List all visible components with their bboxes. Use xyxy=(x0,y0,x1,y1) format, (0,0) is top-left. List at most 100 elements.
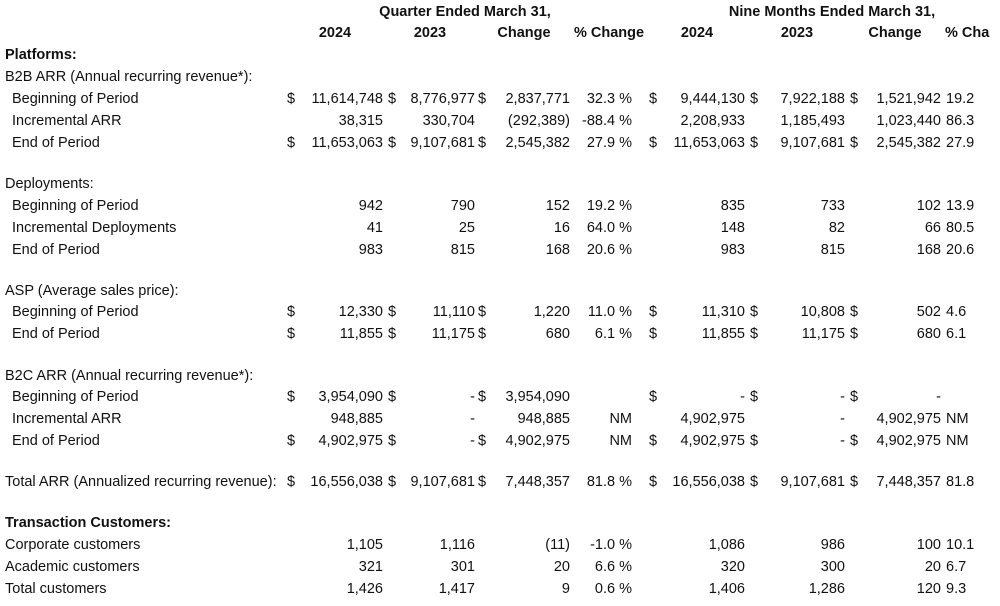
cell-value: 11,175 xyxy=(802,326,845,342)
cell-value: 11,653,063 xyxy=(674,135,746,151)
cell-value: 38,315 xyxy=(339,113,383,129)
column-header: 2024 xyxy=(319,25,351,41)
cell-value: 790 xyxy=(451,198,475,214)
cell-value: 2,208,933 xyxy=(680,113,745,129)
currency-sign: $ xyxy=(388,326,396,342)
cell-value: 11,110 xyxy=(433,304,475,320)
row-label: End of Period xyxy=(12,433,100,449)
cell-value: 81.8 % xyxy=(587,474,632,490)
column-header: 2024 xyxy=(681,25,713,41)
row-label: ASP (Average sales price): xyxy=(5,283,179,299)
currency-sign: $ xyxy=(750,304,758,320)
currency-sign: $ xyxy=(649,91,657,107)
cell-value: (292,389) xyxy=(508,113,570,129)
currency-sign: $ xyxy=(478,474,486,490)
group-header: Nine Months Ended March 31, xyxy=(729,4,935,20)
currency-sign: $ xyxy=(750,135,758,151)
currency-sign: $ xyxy=(388,91,396,107)
cell-value: 4,902,975 xyxy=(876,411,941,427)
currency-sign: $ xyxy=(478,433,486,449)
cell-value: 11,653,063 xyxy=(312,135,384,151)
cell-value: 942 xyxy=(359,198,383,214)
row-label: Beginning of Period xyxy=(12,91,139,107)
cell-value: 983 xyxy=(359,242,383,258)
cell-value: -88.4 % xyxy=(582,113,632,129)
cell-value: 4.6 xyxy=(946,304,966,320)
cell-value: 11,614,748 xyxy=(312,91,384,107)
cell-value: 25 xyxy=(459,220,475,236)
currency-sign: $ xyxy=(850,135,858,151)
row-label: Incremental Deployments xyxy=(12,220,176,236)
row-label: End of Period xyxy=(12,326,100,342)
currency-sign: $ xyxy=(287,474,295,490)
cell-value: 32.3 % xyxy=(587,91,632,107)
column-header: 2023 xyxy=(414,25,446,41)
cell-value: 300 xyxy=(821,559,845,575)
currency-sign: $ xyxy=(850,91,858,107)
currency-sign: $ xyxy=(388,474,396,490)
currency-sign: $ xyxy=(750,474,758,490)
cell-value: 1,426 xyxy=(347,581,383,597)
cell-value: 64.0 % xyxy=(587,220,632,236)
row-label: Total ARR (Annualized recurring revenue)… xyxy=(5,474,277,490)
currency-sign: $ xyxy=(649,433,657,449)
currency-sign: $ xyxy=(750,389,758,405)
row-label: Total customers xyxy=(5,581,107,597)
cell-value: 9,107,681 xyxy=(410,135,475,151)
cell-value: 2,837,771 xyxy=(505,91,570,107)
cell-value: 102 xyxy=(917,198,941,214)
currency-sign: $ xyxy=(287,304,295,320)
cell-value: 1,521,942 xyxy=(876,91,941,107)
cell-value: 27.9 xyxy=(946,135,974,151)
cell-value: 1,086 xyxy=(709,537,745,553)
cell-value: 680 xyxy=(917,326,941,342)
currency-sign: $ xyxy=(850,474,858,490)
cell-value: 1,023,440 xyxy=(876,113,941,129)
cell-value: - xyxy=(840,411,845,427)
row-label: End of Period xyxy=(12,135,100,151)
cell-value: 120 xyxy=(917,581,941,597)
row-label: B2B ARR (Annual recurring revenue*): xyxy=(5,69,252,85)
currency-sign: $ xyxy=(649,474,657,490)
cell-value: 11,855 xyxy=(702,326,745,342)
currency-sign: $ xyxy=(850,326,858,342)
currency-sign: $ xyxy=(388,304,396,320)
cell-value: 1,105 xyxy=(347,537,383,553)
cell-value: 2,545,382 xyxy=(876,135,941,151)
cell-value: 19.2 xyxy=(946,91,974,107)
cell-value: NM xyxy=(946,411,969,427)
section-header: Transaction Customers: xyxy=(5,515,171,531)
cell-value: 11,310 xyxy=(702,304,745,320)
currency-sign: $ xyxy=(287,135,295,151)
cell-value: 6.1 xyxy=(946,326,966,342)
cell-value: 4,902,975 xyxy=(876,433,941,449)
cell-value: 3,954,090 xyxy=(318,389,383,405)
cell-value: NM xyxy=(609,433,632,449)
cell-value: 6.7 xyxy=(946,559,966,575)
cell-value: 1,220 xyxy=(534,304,570,320)
cell-value: 835 xyxy=(721,198,745,214)
cell-value: 320 xyxy=(721,559,745,575)
cell-value: NM xyxy=(946,433,969,449)
cell-value: (11) xyxy=(545,537,570,553)
currency-sign: $ xyxy=(478,135,486,151)
cell-value: 9,107,681 xyxy=(780,135,845,151)
cell-value: 502 xyxy=(917,304,941,320)
cell-value: 20.6 % xyxy=(587,242,632,258)
cell-value: -1.0 % xyxy=(590,537,632,553)
cell-value: 4,902,975 xyxy=(318,433,383,449)
row-label: Academic customers xyxy=(5,559,140,575)
cell-value: 2,545,382 xyxy=(505,135,570,151)
cell-value: - xyxy=(470,411,475,427)
cell-value: 1,286 xyxy=(809,581,845,597)
currency-sign: $ xyxy=(478,326,486,342)
cell-value: 1,185,493 xyxy=(780,113,845,129)
cell-value: 948,885 xyxy=(331,411,383,427)
cell-value: 7,922,188 xyxy=(780,91,845,107)
currency-sign: $ xyxy=(388,135,396,151)
cell-value: 815 xyxy=(451,242,475,258)
currency-sign: $ xyxy=(388,389,396,405)
cell-value: 66 xyxy=(925,220,941,236)
cell-value: 321 xyxy=(359,559,383,575)
